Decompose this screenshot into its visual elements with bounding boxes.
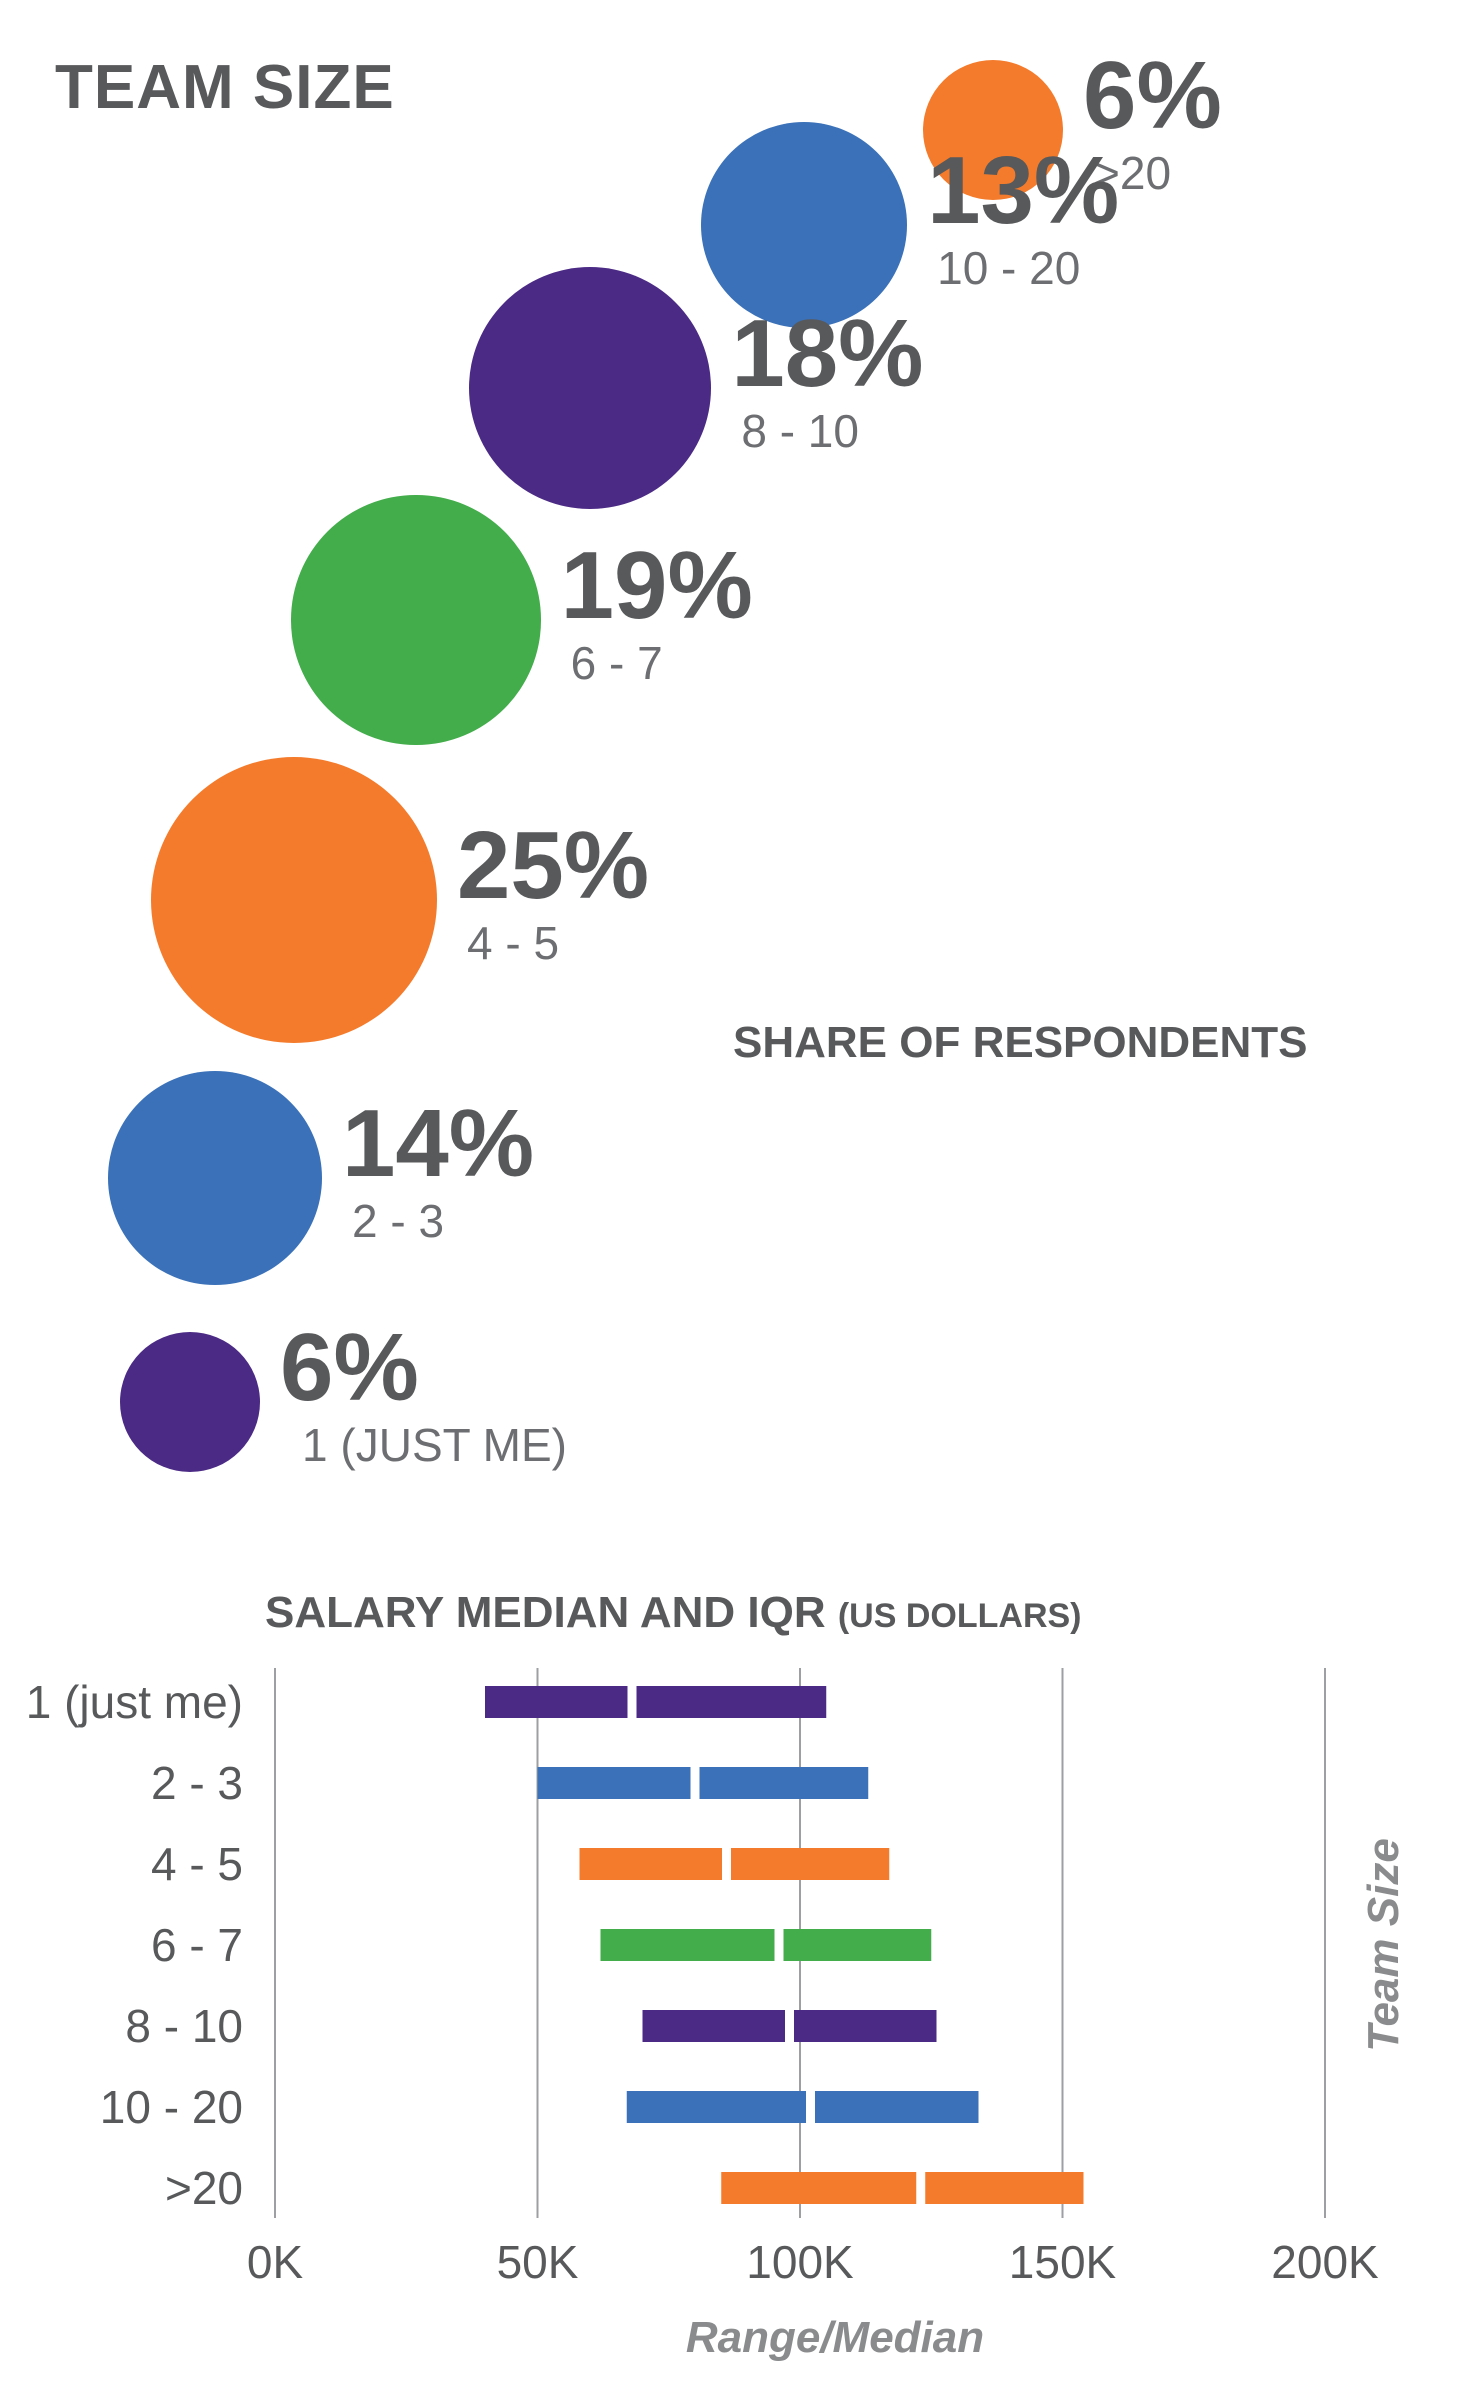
x-tick-label: 50K <box>497 2236 579 2288</box>
bubble-value-label: 6% <box>1083 42 1222 149</box>
bubble-category-label: 6 - 7 <box>570 637 663 689</box>
bubble-value-label: 14% <box>342 1090 535 1197</box>
bubble-value-label: 13% <box>927 137 1120 244</box>
iqr-bar-lower <box>579 1848 722 1880</box>
bubble-value-label: 19% <box>560 532 753 639</box>
iqr-bar-upper <box>783 1929 932 1961</box>
bubble-6 <box>119 1331 261 1473</box>
salary-title-text: SALARY MEDIAN AND IQR <box>265 1588 826 1637</box>
bubble-category-label: 1 (JUST ME) <box>302 1419 567 1471</box>
bubble-2 <box>468 266 712 510</box>
y-category-label: 2 - 3 <box>151 1757 243 1809</box>
iqr-bar-lower <box>642 2010 785 2042</box>
bubble-value-label: 6% <box>280 1314 419 1421</box>
y-category-label: 6 - 7 <box>151 1919 243 1971</box>
salary-title-unit: (US DOLLARS) <box>837 1597 1082 1635</box>
iqr-bar-upper <box>925 2172 1084 2204</box>
y-axis-title: Team Size <box>1359 1838 1408 2052</box>
iqr-bar-upper <box>699 1767 869 1799</box>
iqr-bar-lower <box>600 1929 775 1961</box>
iqr-bar-upper <box>794 2010 937 2042</box>
y-category-label: 4 - 5 <box>151 1838 243 1890</box>
bubble-1 <box>700 121 908 329</box>
bubble-category-label: 8 - 10 <box>741 405 859 457</box>
iqr-bar-lower <box>485 1686 628 1718</box>
team-size-title: TEAM SIZE <box>55 53 395 122</box>
iqr-bar-upper <box>815 2091 979 2123</box>
bubble-category-label: 4 - 5 <box>467 917 560 969</box>
bubble-5 <box>107 1070 322 1285</box>
x-tick-label: 200K <box>1271 2236 1379 2288</box>
x-tick-label: 0K <box>247 2236 304 2288</box>
bubble-category-label: 10 - 20 <box>937 242 1081 294</box>
share-of-respondents-subtitle: SHARE OF RESPONDENTS <box>733 1018 1308 1067</box>
iqr-bar-upper <box>636 1686 827 1718</box>
y-category-label: >20 <box>165 2162 243 2214</box>
bubble-4 <box>151 757 437 1043</box>
y-category-label: 8 - 10 <box>125 2000 243 2052</box>
x-axis-title: Range/Median <box>686 2313 984 2362</box>
bubble-value-label: 25% <box>457 812 650 919</box>
iqr-bar-lower <box>537 1767 691 1799</box>
bubble-3 <box>291 495 541 745</box>
y-category-label: 10 - 20 <box>100 2081 243 2133</box>
iqr-bar-lower <box>626 2091 806 2123</box>
bubble-value-label: 18% <box>731 300 924 407</box>
x-tick-label: 150K <box>1009 2236 1117 2288</box>
bubble-category-label: >20 <box>1093 147 1172 199</box>
y-category-label: 1 (just me) <box>26 1676 243 1728</box>
iqr-bar-lower <box>721 2172 917 2204</box>
x-tick-label: 100K <box>746 2236 854 2288</box>
bubble-0 <box>922 59 1064 201</box>
bubble-category-label: 2 - 3 <box>352 1195 445 1247</box>
salary-chart-title: SALARY MEDIAN AND IQR (US DOLLARS) <box>265 1588 1082 1638</box>
iqr-bar-upper <box>731 1848 890 1880</box>
